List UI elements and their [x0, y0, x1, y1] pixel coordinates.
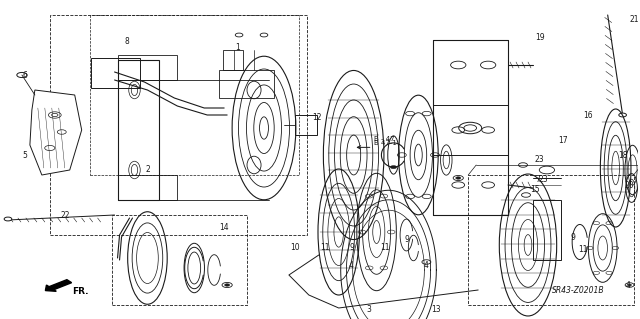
Circle shape	[225, 284, 230, 286]
Text: 1: 1	[235, 43, 239, 53]
Circle shape	[390, 166, 397, 169]
Bar	[219, 70, 274, 98]
Text: 3: 3	[366, 306, 371, 315]
Text: 14: 14	[220, 224, 229, 233]
Bar	[90, 15, 299, 175]
Text: B - 47: B - 47	[374, 136, 394, 142]
Text: 15: 15	[530, 186, 540, 195]
Text: 23: 23	[538, 175, 548, 184]
FancyArrow shape	[45, 280, 72, 291]
Text: SR43-Z0201B: SR43-Z0201B	[552, 286, 605, 295]
Bar	[468, 175, 634, 305]
Circle shape	[619, 113, 627, 117]
Text: 8: 8	[124, 38, 129, 47]
Bar	[118, 55, 177, 80]
Text: 11: 11	[320, 243, 330, 253]
Text: 11: 11	[380, 243, 389, 253]
Bar	[223, 50, 243, 70]
Bar	[533, 200, 561, 260]
Text: 19: 19	[535, 33, 545, 42]
Circle shape	[628, 284, 632, 286]
Text: 4: 4	[348, 261, 353, 270]
Text: 20: 20	[625, 181, 634, 189]
Polygon shape	[30, 90, 82, 175]
Text: 7: 7	[536, 175, 540, 184]
Text: 2: 2	[145, 166, 150, 174]
Text: 6: 6	[22, 70, 28, 79]
Circle shape	[456, 177, 461, 179]
Text: 10: 10	[290, 243, 300, 253]
Text: FR.: FR.	[72, 286, 88, 296]
Text: 9: 9	[404, 235, 409, 244]
Bar	[118, 175, 177, 200]
Bar	[118, 60, 159, 200]
Text: 17: 17	[558, 136, 568, 145]
Text: 18: 18	[618, 151, 627, 160]
Circle shape	[4, 217, 12, 221]
Text: 4: 4	[424, 261, 429, 270]
Bar	[91, 58, 140, 88]
Text: B 47-1: B 47-1	[374, 140, 397, 146]
Text: 4: 4	[625, 280, 630, 290]
Text: 22: 22	[60, 211, 70, 220]
Text: 16: 16	[583, 110, 593, 120]
Bar	[50, 15, 307, 235]
Bar	[111, 215, 247, 305]
Text: 9: 9	[349, 243, 354, 253]
Text: 13: 13	[431, 306, 441, 315]
Text: 9: 9	[570, 234, 575, 242]
Bar	[295, 115, 317, 135]
Text: 5: 5	[22, 151, 28, 160]
Text: 21: 21	[630, 16, 639, 25]
Text: 12: 12	[312, 114, 321, 122]
Text: 11: 11	[578, 246, 588, 255]
Text: 23: 23	[534, 155, 544, 165]
